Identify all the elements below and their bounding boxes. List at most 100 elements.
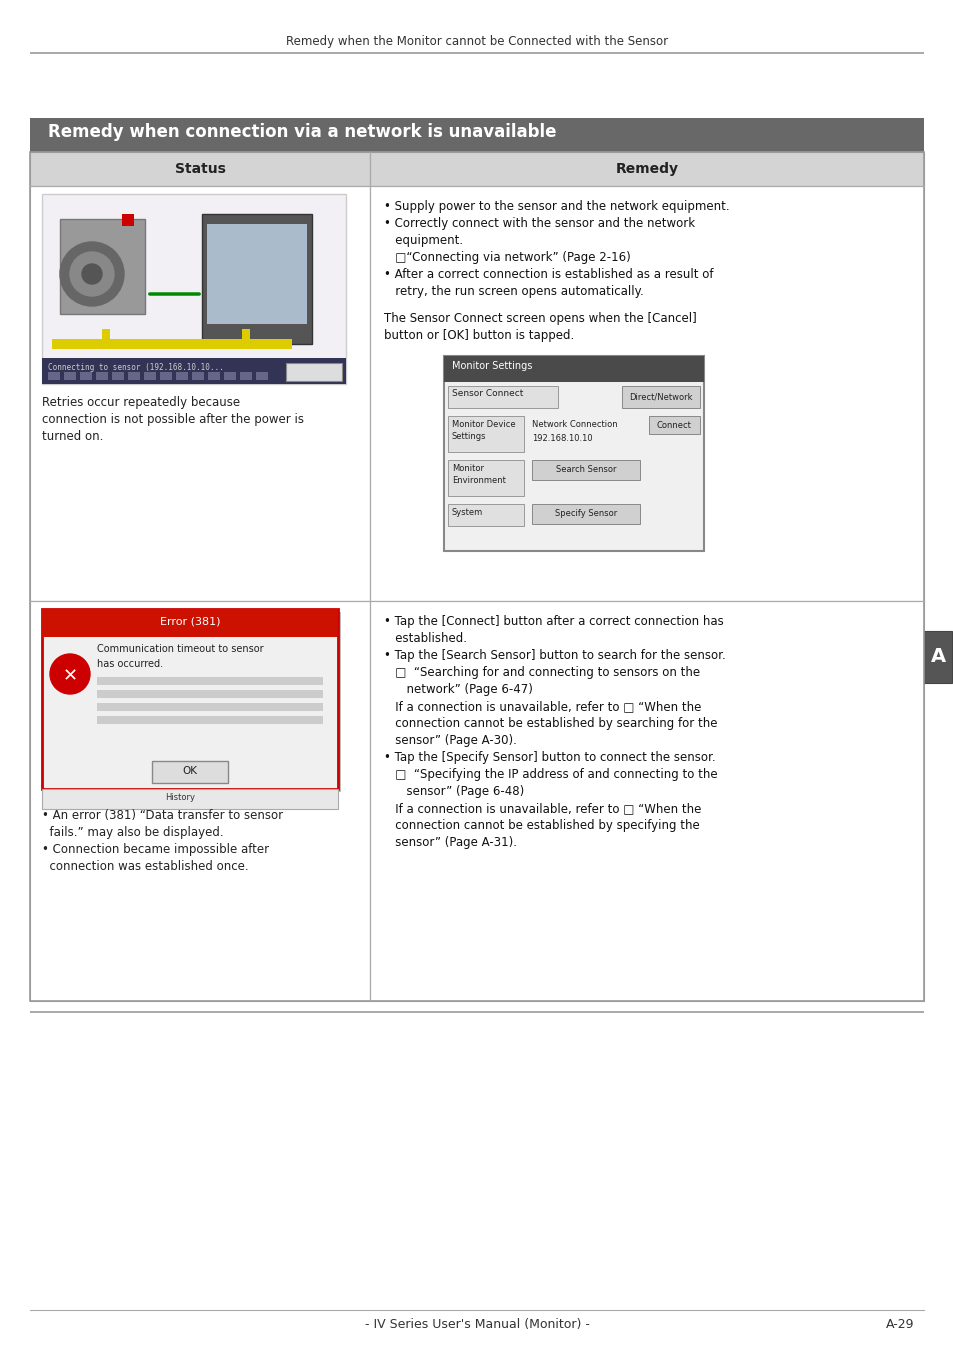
Text: Monitor Settings: Monitor Settings [452,361,532,371]
Text: History: History [165,793,194,802]
Text: Remedy when the Monitor cannot be Connected with the Sensor: Remedy when the Monitor cannot be Connec… [286,35,667,49]
Text: established.: established. [384,632,467,644]
Bar [30,53,923,54]
Bar [207,224,307,324]
Text: Network Connection: Network Connection [532,421,617,429]
Text: ✕: ✕ [62,667,77,685]
Bar [30,119,923,152]
Bar [648,417,700,434]
Text: The Sensor Connect screen opens when the [Cancel]: The Sensor Connect screen opens when the… [384,311,696,325]
Bar [30,152,923,1002]
Bar [48,372,60,380]
Bar [443,356,703,381]
Text: Remedy when connection via a network is unavailable: Remedy when connection via a network is … [48,123,556,142]
Circle shape [60,243,124,306]
Text: A-29: A-29 [884,1318,913,1330]
Bar [208,372,220,380]
Text: has occurred.: has occurred. [97,659,163,669]
Text: connection cannot be established by searching for the: connection cannot be established by sear… [384,717,717,731]
Text: Environment: Environment [452,476,505,485]
Bar [97,690,323,698]
Bar [448,417,523,452]
Text: equipment.: equipment. [384,235,462,247]
Bar [160,372,172,380]
Bar [923,631,951,683]
Text: • Supply power to the sensor and the network equipment.: • Supply power to the sensor and the net… [384,200,729,213]
Bar [30,186,370,601]
Text: connection was established once.: connection was established once. [42,860,249,874]
Bar [532,504,639,524]
Text: • Tap the [Search Sensor] button to search for the sensor.: • Tap the [Search Sensor] button to sear… [384,648,725,662]
Text: OK: OK [182,766,197,776]
Bar [42,609,337,638]
Bar [97,716,323,724]
Circle shape [70,252,113,297]
Text: turned on.: turned on. [42,430,103,443]
Text: Error (381): Error (381) [159,616,220,625]
Text: button or [OK] button is tapped.: button or [OK] button is tapped. [384,329,574,342]
Text: System: System [452,508,483,518]
Bar [443,356,703,551]
Bar [102,329,110,346]
Bar [30,1011,923,1012]
Bar [152,762,228,783]
Bar [255,372,268,380]
Bar [242,329,250,346]
Text: □“Connecting via network” (Page 2-16): □“Connecting via network” (Page 2-16) [384,251,630,264]
Bar [286,363,341,381]
Bar [448,386,558,408]
Text: • After a correct connection is established as a result of: • After a correct connection is establis… [384,268,713,280]
Text: If a connection is unavailable, refer to □ “When the: If a connection is unavailable, refer to… [384,802,700,816]
Bar [97,704,323,710]
Bar [80,372,91,380]
Bar [112,372,124,380]
Bar [30,152,370,186]
Bar [42,194,346,384]
Text: Cancel: Cancel [299,367,328,376]
Text: Remedy: Remedy [615,162,678,177]
Text: sensor” (Page A-31).: sensor” (Page A-31). [384,836,517,849]
Text: connection is not possible after the power is: connection is not possible after the pow… [42,412,304,426]
Bar [42,789,337,809]
Text: network” (Page 6-47): network” (Page 6-47) [384,683,533,696]
Bar [52,338,292,349]
Bar [240,372,252,380]
Text: retry, the run screen opens automatically.: retry, the run screen opens automaticall… [384,284,643,298]
Text: Retries occur repeatedly because: Retries occur repeatedly because [42,396,240,408]
Bar [448,504,523,526]
Bar [42,359,346,384]
Text: • An error (381) “Data transfer to sensor: • An error (381) “Data transfer to senso… [42,809,283,822]
Text: Communication timeout to sensor: Communication timeout to sensor [97,644,263,654]
Text: • Connection became impossible after: • Connection became impossible after [42,842,269,856]
Text: • Tap the [Connect] button after a correct connection has: • Tap the [Connect] button after a corre… [384,615,723,628]
Bar [30,601,370,1002]
Text: □  “Searching for and connecting to sensors on the: □ “Searching for and connecting to senso… [384,666,700,679]
Bar [370,601,923,1002]
Text: 192.168.10.10: 192.168.10.10 [532,434,592,443]
Bar [192,372,204,380]
Bar [45,612,340,793]
Text: Search Sensor: Search Sensor [556,465,616,474]
Text: Direct/Network: Direct/Network [629,392,692,402]
Bar [42,609,337,789]
Bar [532,460,639,480]
Bar [370,152,923,186]
Bar [448,460,523,496]
Text: connection cannot be established by specifying the: connection cannot be established by spec… [384,820,699,832]
Text: Monitor: Monitor [452,464,483,473]
Bar [224,372,235,380]
Text: Connect: Connect [656,421,691,430]
Text: A: A [929,647,944,666]
Bar [97,677,323,685]
Text: If a connection is unavailable, refer to □ “When the: If a connection is unavailable, refer to… [384,700,700,713]
Bar [175,372,188,380]
Bar [144,372,156,380]
Bar [370,186,923,601]
Bar [64,372,76,380]
Text: - IV Series User's Manual (Monitor) -: - IV Series User's Manual (Monitor) - [364,1318,589,1330]
Text: sensor” (Page 6-48): sensor” (Page 6-48) [384,785,524,798]
Text: Specify Sensor: Specify Sensor [555,510,617,519]
Bar [60,218,145,314]
Text: fails.” may also be displayed.: fails.” may also be displayed. [42,826,223,838]
Text: □  “Specifying the IP address of and connecting to the: □ “Specifying the IP address of and conn… [384,768,717,780]
